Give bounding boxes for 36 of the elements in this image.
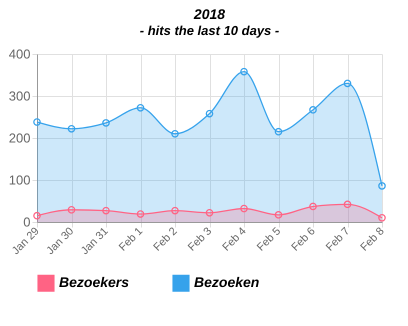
point [171, 206, 179, 214]
chart-title: 2018 [192, 6, 226, 22]
chart-subtitle: - hits the last 10 days - [140, 23, 280, 38]
point [206, 110, 214, 118]
x-tick-label: Feb 5 [254, 225, 284, 254]
y-tick-label: 300 [8, 88, 30, 104]
x-tick-label: Feb 7 [324, 225, 352, 254]
x-tick-label: Feb 1 [116, 225, 146, 254]
point [309, 106, 317, 114]
legend-label: Bezoekers [59, 274, 130, 290]
point [68, 124, 76, 133]
x-tick-label: Feb 4 [220, 225, 249, 254]
point [274, 211, 282, 219]
x-tick-label: Jan 31 [78, 225, 111, 258]
point [274, 128, 282, 136]
y-tick-label: 400 [8, 46, 30, 62]
point [136, 104, 144, 112]
y-tick-label: 200 [8, 130, 30, 146]
legend-label: Bezoeken [194, 274, 260, 290]
point [136, 210, 144, 218]
point [344, 80, 352, 88]
point [206, 208, 214, 217]
x-tick-label: Feb 3 [186, 225, 214, 254]
x-tick-label: Feb 2 [151, 225, 180, 254]
point [309, 202, 317, 210]
x-tick-label: Feb 6 [289, 225, 318, 254]
point [68, 206, 76, 214]
point [171, 130, 179, 138]
point [240, 204, 248, 212]
point [240, 68, 248, 76]
x-tick-label: Jan 30 [44, 225, 76, 258]
x-tick-label: Feb 8 [358, 225, 387, 254]
point [102, 119, 110, 127]
point [344, 200, 352, 208]
point [102, 206, 110, 214]
y-tick-label: 100 [8, 172, 30, 188]
